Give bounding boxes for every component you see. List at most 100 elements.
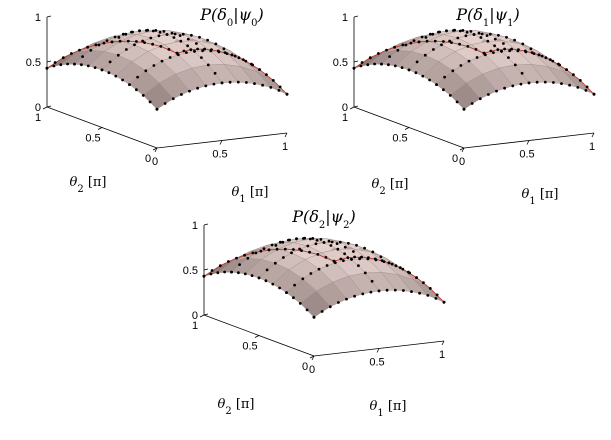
- data-point: [196, 47, 200, 51]
- data-point: [159, 45, 163, 48]
- data-point: [167, 48, 171, 51]
- data-point: [576, 86, 580, 89]
- data-point: [421, 74, 425, 78]
- data-point: [513, 38, 516, 42]
- data-point: [428, 287, 432, 290]
- data-point: [265, 268, 269, 272]
- data-point: [489, 49, 493, 53]
- data-point: [306, 244, 310, 248]
- data-point: [285, 291, 288, 294]
- y-tick-label: 0: [145, 153, 151, 165]
- data-point: [236, 80, 240, 84]
- y-tick-mark: [309, 355, 315, 359]
- data-point: [233, 54, 237, 58]
- data-point: [213, 71, 217, 75]
- data-point: [258, 68, 261, 71]
- data-point: [523, 49, 527, 53]
- x-tick-mark: [376, 348, 380, 353]
- data-point: [420, 35, 424, 39]
- data-point: [387, 261, 391, 265]
- data-point: [343, 245, 347, 249]
- data-point: [188, 89, 191, 93]
- label-part: θ: [231, 185, 239, 200]
- data-point: [370, 279, 374, 283]
- data-point: [474, 48, 478, 51]
- label-subscript: 1: [239, 194, 245, 205]
- data-point: [422, 281, 425, 285]
- data-point: [352, 250, 355, 253]
- data-point: [267, 248, 271, 252]
- data-point: [432, 48, 435, 51]
- data-point: [529, 47, 533, 51]
- data-point: [493, 37, 497, 41]
- data-point: [400, 66, 404, 69]
- data-point: [131, 30, 135, 34]
- data-point: [442, 300, 446, 304]
- data-point: [401, 43, 405, 47]
- data-point: [548, 58, 552, 61]
- data-point: [464, 34, 468, 38]
- data-point: [357, 264, 360, 267]
- data-point: [151, 42, 155, 46]
- data-point: [480, 32, 484, 36]
- data-point: [393, 288, 397, 292]
- data-point: [180, 93, 183, 96]
- label-part: [π]: [232, 397, 255, 412]
- data-point: [415, 276, 418, 279]
- data-point: [417, 40, 421, 44]
- data-point: [230, 53, 234, 57]
- data-point: [80, 63, 83, 67]
- data-point: [424, 36, 428, 39]
- data-point: [418, 291, 421, 295]
- data-point: [431, 32, 435, 36]
- data-point: [210, 269, 214, 272]
- data-point: [380, 259, 384, 262]
- data-point: [503, 47, 506, 51]
- data-point: [163, 102, 167, 105]
- chart-title-0: P(δ0|ψ0): [199, 5, 264, 29]
- data-point: [560, 82, 563, 85]
- label-part: ): [257, 5, 264, 24]
- chart-title-1: P(δ1|ψ1): [455, 5, 520, 29]
- data-point: [107, 71, 111, 75]
- data-point: [520, 71, 524, 75]
- data-point: [486, 39, 490, 43]
- data-point: [113, 35, 117, 39]
- label-part: [π]: [386, 177, 409, 192]
- label-subscript: 0: [251, 18, 257, 29]
- data-point: [61, 56, 65, 60]
- data-point: [572, 73, 575, 77]
- data-point: [592, 92, 596, 96]
- data-point: [385, 288, 389, 292]
- data-point: [387, 63, 390, 67]
- data-point: [325, 264, 329, 267]
- data-point: [138, 29, 141, 33]
- y-axis-label: θ2 [π]: [371, 177, 408, 197]
- data-point: [508, 49, 511, 53]
- label-part: ): [513, 5, 520, 24]
- data-point: [448, 39, 451, 43]
- data-point: [86, 64, 90, 68]
- data-point: [450, 41, 453, 44]
- data-point: [410, 290, 413, 293]
- data-point: [251, 63, 255, 67]
- z-tick-mark: [353, 60, 359, 63]
- data-point: [270, 243, 274, 247]
- data-point: [152, 64, 156, 67]
- label-part: |ψ: [489, 5, 507, 24]
- data-point: [282, 256, 285, 259]
- data-point: [275, 247, 279, 251]
- data-point: [487, 93, 490, 96]
- data-point: [398, 266, 402, 269]
- data-point: [264, 279, 268, 283]
- data-point: [366, 63, 370, 67]
- data-point: [343, 252, 346, 256]
- data-point: [469, 30, 473, 33]
- data-point: [203, 47, 206, 51]
- data-point: [461, 29, 465, 32]
- data-point: [292, 248, 295, 251]
- data-point: [300, 249, 303, 253]
- data-point: [160, 59, 164, 63]
- data-point: [353, 255, 356, 259]
